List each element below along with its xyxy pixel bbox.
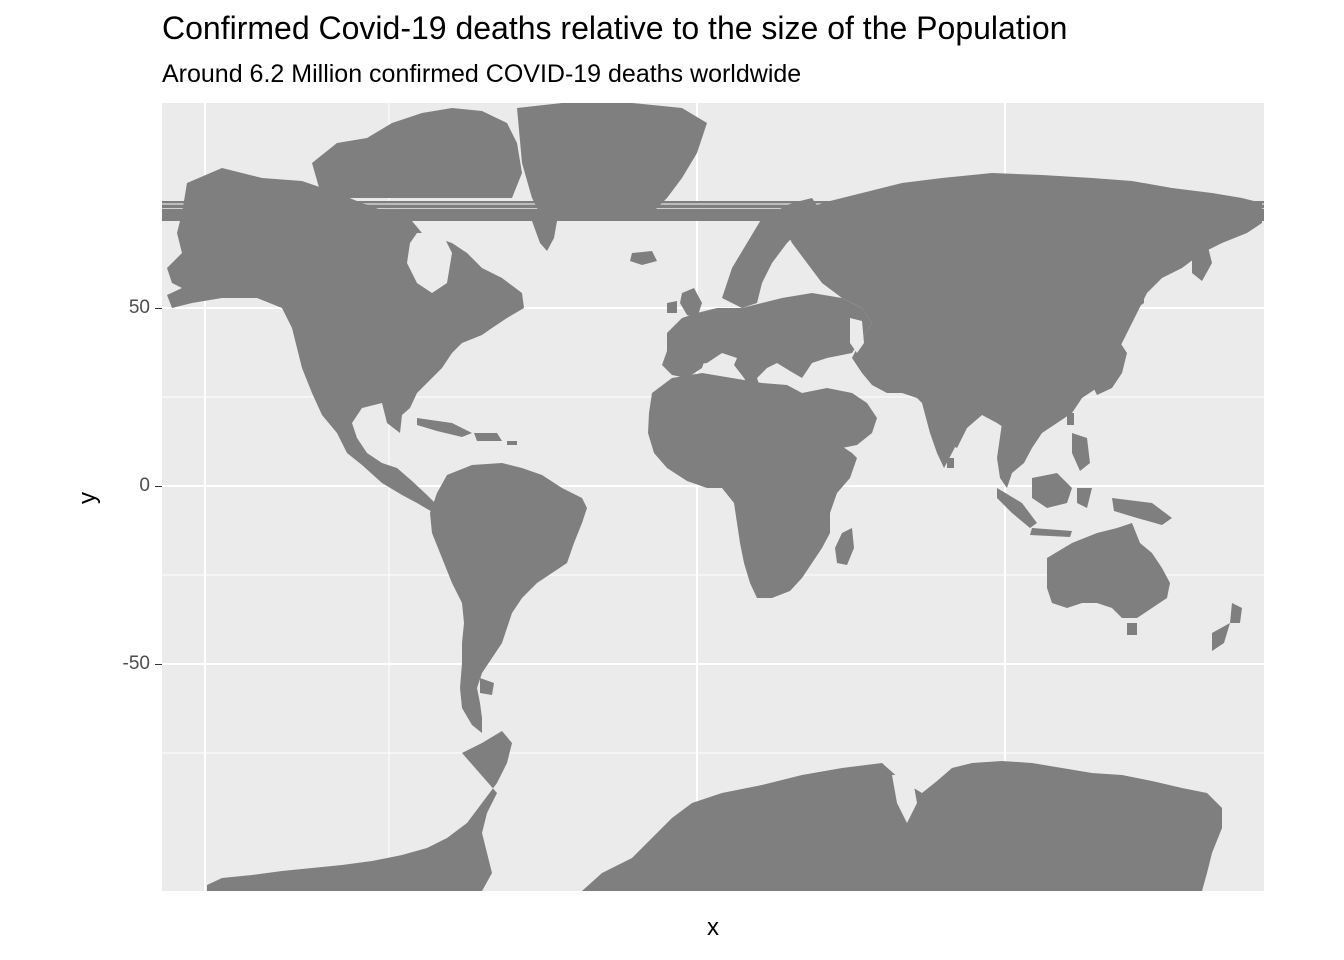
south-america [430,463,587,733]
greenland-tip [532,221,557,251]
philippines [1072,433,1090,471]
british-isles [680,288,702,318]
plot-panel [162,103,1264,891]
y-tick-label-minus-50: -50 [122,653,150,674]
puerto-rico [507,441,517,445]
ireland [667,301,677,313]
hudson-bay [407,233,452,293]
iceland [630,251,657,265]
india [922,403,972,468]
cuba [417,418,472,437]
africa [648,373,857,598]
y-tick-label-0: 0 [139,475,150,496]
y-tick-mark-0 [155,486,162,487]
world-map [162,103,1264,891]
newfoundland [490,293,512,321]
land-polygons [162,103,1264,891]
y-tick-label-50: 50 [128,297,150,318]
y-tick-mark-minus-50 [155,664,162,665]
iberia [662,348,707,378]
ross-ice-gap [892,775,917,823]
asia-mainland [782,173,1262,448]
y-tick-mark-50 [155,308,162,309]
y-axis-label: y [74,492,101,504]
indochina [997,423,1032,488]
sakhalin [1137,273,1144,308]
chart-subtitle: Around 6.2 Million confirmed COVID-19 de… [162,60,802,88]
greenland [517,103,707,248]
australia [1047,523,1170,618]
x-axis-label: x [707,914,719,941]
caspian-sea [850,318,864,353]
canadian-arctic-islands [312,108,522,198]
new-guinea [1112,498,1172,525]
java [1030,528,1072,537]
europe-mainland [667,293,872,378]
hispaniola [474,433,502,441]
taiwan [1067,413,1074,425]
kamchatka [1192,243,1212,281]
arabian-peninsula [802,388,877,448]
borneo [1032,473,1072,508]
madagascar [835,528,854,565]
arctic-line-2 [162,208,1264,209]
antarctica-main [582,761,1222,891]
new-zealand-south [1212,623,1230,651]
new-zealand-north [1230,603,1242,623]
chart-title: Confirmed Covid-19 deaths relative to th… [162,10,1068,46]
antarctic-peninsula [207,731,512,891]
tasmania [1127,623,1137,635]
sulawesi [1077,488,1092,508]
japan [1092,338,1127,395]
sri-lanka [947,458,954,468]
sumatra [997,488,1037,528]
arctic-line-1 [162,203,1264,205]
tierra-del-fuego [480,678,494,695]
